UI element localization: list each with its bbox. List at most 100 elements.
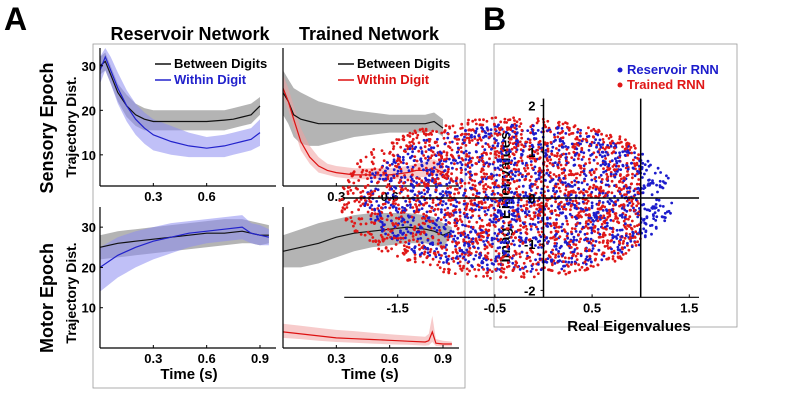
eigenvalue-point: [499, 258, 503, 261]
eigenvalue-point: [434, 203, 438, 207]
eigenvalue-point: [529, 270, 533, 273]
eigenvalue-point: [623, 193, 626, 197]
eigenvalue-point: [544, 250, 548, 254]
eigenvalue-point: [346, 186, 350, 189]
eigenvalue-point: [414, 233, 418, 237]
eigenvalue-point: [549, 141, 553, 144]
eigenvalue-point: [352, 224, 355, 228]
eigenvalue-point: [534, 191, 538, 195]
eigenvalue-point: [554, 182, 558, 186]
eigenvalue-point: [449, 199, 453, 202]
eigenvalue-point: [408, 200, 412, 204]
eigenvalue-point: [594, 188, 598, 191]
eigenvalue-point: [468, 151, 471, 155]
confidence-band: [100, 215, 269, 292]
eigenvalue-point: [437, 158, 441, 162]
eigenvalue-point: [364, 155, 368, 159]
panel-label-a: A: [4, 1, 27, 37]
eigenvalue-point: [412, 249, 416, 253]
eigenvalue-point: [587, 148, 591, 152]
eigenvalue-point: [464, 144, 468, 147]
eigenvalue-point: [453, 272, 457, 275]
eigenvalue-point: [610, 179, 614, 183]
eigenvalue-point: [371, 172, 374, 176]
eigenvalue-point: [462, 151, 466, 155]
eigenvalue-point: [467, 225, 471, 228]
eigenvalue-point: [610, 191, 614, 195]
eigenvalue-point: [421, 127, 424, 131]
eigenvalue-point: [599, 145, 603, 149]
eigenvalue-point: [549, 158, 553, 162]
eigenvalue-point: [636, 212, 640, 216]
eigenvalue-point: [391, 223, 395, 227]
eigenvalue-point: [540, 187, 544, 191]
eigenvalue-point: [420, 226, 424, 230]
eigenvalue-point: [564, 207, 568, 211]
eigenvalue-point: [368, 206, 372, 210]
eigenvalue-point: [435, 229, 439, 232]
eigenvalue-point: [556, 163, 559, 167]
eigenvalue-point: [594, 240, 598, 243]
eigenvalue-point: [561, 254, 564, 257]
eigenvalue-point: [491, 189, 495, 193]
eigenvalue-point: [370, 204, 374, 207]
eigenvalue-point: [480, 129, 484, 133]
eigenvalue-point: [423, 250, 427, 254]
eigenvalue-point: [621, 215, 624, 219]
eigenvalue-point: [518, 140, 522, 144]
eigenvalue-point: [411, 206, 415, 209]
eigenvalue-point: [546, 168, 549, 172]
eigenvalue-point: [400, 215, 403, 219]
eigenvalue-point: [406, 145, 410, 149]
eigenvalue-point: [486, 240, 490, 244]
eigenvalue-point: [474, 230, 478, 234]
eigenvalue-point: [495, 234, 499, 238]
eigenvalue-point: [494, 268, 498, 271]
eigenvalue-point: [574, 223, 578, 226]
eigenvalue-point: [497, 228, 501, 232]
eigenvalue-point: [629, 182, 633, 186]
eigenvalue-point: [376, 207, 380, 210]
eigenvalue-point: [631, 172, 634, 176]
eigenvalue-point: [392, 185, 396, 189]
eigenvalue-point: [376, 212, 380, 216]
eigenvalue-point: [652, 205, 656, 209]
eigenvalue-point: [528, 238, 532, 241]
eigenvalue-point: [586, 199, 590, 203]
eigenvalue-point: [531, 262, 535, 266]
eigenvalue-point: [516, 212, 520, 216]
eigenvalue-point: [465, 212, 469, 216]
eigenvalue-point: [478, 118, 481, 122]
eigenvalue-point: [623, 246, 627, 249]
eigenvalue-point: [513, 191, 517, 195]
eigenvalue-point: [439, 184, 443, 187]
eigenvalue-point: [447, 213, 451, 217]
eigenvalue-point: [454, 159, 457, 163]
eigenvalue-point: [458, 210, 462, 214]
eigenvalue-point: [586, 135, 589, 139]
eigenvalue-point: [445, 172, 449, 176]
eigenvalue-point: [470, 186, 474, 190]
eigenvalue-point: [521, 241, 525, 245]
eigenvalue-point: [402, 244, 406, 248]
eigenvalue-point: [493, 152, 497, 156]
eigenvalue-point: [370, 168, 374, 172]
eigenvalue-point: [528, 179, 532, 182]
eigenvalue-point: [643, 163, 647, 167]
eigenvalue-point: [427, 178, 430, 182]
eigenvalue-point: [519, 231, 523, 235]
eigenvalue-point: [374, 240, 378, 244]
eigenvalue-point: [399, 178, 402, 182]
eigenvalue-point: [448, 126, 452, 130]
eigenvalue-point: [555, 237, 558, 241]
eigenvalue-point: [592, 183, 596, 187]
eigenvalue-point: [579, 166, 583, 170]
eigenvalue-point: [459, 146, 463, 150]
eigenvalue-point: [627, 224, 631, 228]
eigenvalue-point: [503, 241, 506, 245]
eigenvalue-point: [499, 120, 503, 124]
eigenvalue-point: [475, 127, 479, 130]
eigenvalue-point: [416, 237, 420, 241]
eigenvalue-point: [555, 225, 558, 229]
eigenvalue-point: [448, 232, 452, 236]
